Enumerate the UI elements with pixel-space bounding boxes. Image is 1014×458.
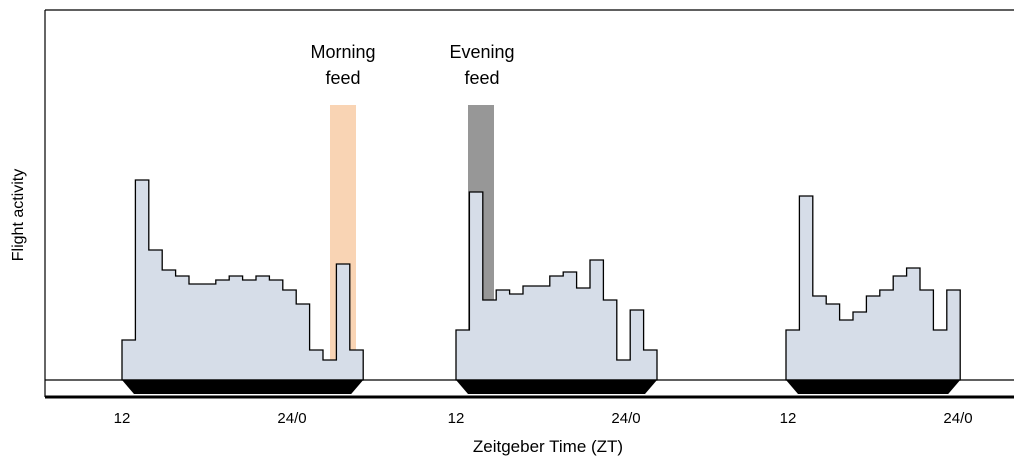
histogram-bin-3-8 bbox=[880, 290, 893, 380]
x-tick-label-1: 12 bbox=[114, 410, 131, 427]
histogram-bin-3-11 bbox=[920, 290, 933, 380]
histogram-bin-3-12 bbox=[933, 330, 946, 380]
x-tick-labels: 12 24/0 12 24/0 12 24/0 bbox=[114, 410, 973, 427]
histogram-bin-3-13 bbox=[947, 290, 960, 380]
night-bars bbox=[122, 380, 961, 394]
histogram-bin-1-11 bbox=[256, 276, 269, 380]
histogram-bin-1-15 bbox=[310, 350, 323, 380]
histogram-bin-1-8 bbox=[216, 280, 229, 380]
histogram-bin-2-11 bbox=[590, 260, 603, 380]
histogram-bin-2-2 bbox=[469, 192, 482, 380]
activity-histograms bbox=[121, 179, 961, 381]
histogram-bin-2-14 bbox=[630, 310, 643, 380]
histogram-bin-2-5 bbox=[510, 294, 523, 380]
histogram-bin-2-12 bbox=[603, 300, 616, 380]
histogram-bin-2-13 bbox=[617, 360, 630, 380]
activity-histogram-1 bbox=[121, 179, 364, 381]
histogram-bin-2-1 bbox=[456, 330, 469, 380]
night-bar-1 bbox=[122, 380, 364, 394]
histogram-bin-3-6 bbox=[853, 312, 866, 380]
histogram-bin-1-14 bbox=[296, 304, 309, 380]
histogram-bin-2-9 bbox=[563, 272, 576, 380]
evening-feed-label-line-2: feed bbox=[464, 68, 499, 88]
morning-feed-label-line-1: Morning bbox=[310, 42, 375, 62]
x-tick-label-3: 12 bbox=[448, 410, 465, 427]
activity-histogram-2 bbox=[455, 191, 658, 381]
histogram-bin-2-4 bbox=[496, 290, 509, 380]
evening-feed-label-line-1: Evening bbox=[449, 42, 514, 62]
x-tick-label-6: 24/0 bbox=[943, 410, 972, 427]
activity-histogram-3 bbox=[785, 195, 961, 381]
histogram-bin-1-7 bbox=[202, 284, 215, 380]
histogram-bin-2-8 bbox=[550, 276, 563, 380]
night-bar-2 bbox=[456, 380, 657, 394]
histogram-bin-3-4 bbox=[826, 304, 839, 380]
histogram-bin-2-7 bbox=[536, 286, 549, 380]
histogram-bin-3-5 bbox=[840, 320, 853, 380]
histogram-bin-3-3 bbox=[813, 296, 826, 380]
histogram-bin-1-4 bbox=[162, 270, 175, 380]
x-tick-label-2: 24/0 bbox=[277, 410, 306, 427]
histogram-bin-1-3 bbox=[149, 250, 162, 380]
morning-feed-label-line-2: feed bbox=[325, 68, 360, 88]
night-bar-3 bbox=[786, 380, 961, 394]
annotations: Morning feed Evening feed bbox=[310, 42, 514, 88]
x-tick-label-4: 24/0 bbox=[611, 410, 640, 427]
histogram-bin-2-10 bbox=[577, 288, 590, 380]
histogram-bin-1-16 bbox=[323, 360, 336, 380]
histogram-bin-3-9 bbox=[893, 276, 906, 380]
histogram-bin-1-18 bbox=[350, 350, 363, 380]
histogram-bin-1-2 bbox=[135, 180, 148, 380]
histogram-bin-3-2 bbox=[799, 196, 812, 380]
histogram-bin-1-12 bbox=[269, 280, 282, 380]
x-axis-label: Zeitgeber Time (ZT) bbox=[473, 437, 623, 456]
y-axis-label: Flight activity bbox=[10, 169, 27, 261]
histogram-bin-1-10 bbox=[243, 280, 256, 380]
histogram-bin-3-7 bbox=[866, 296, 879, 380]
x-tick-label-5: 12 bbox=[780, 410, 797, 427]
histogram-bin-1-17 bbox=[336, 264, 349, 380]
histogram-bin-3-1 bbox=[786, 330, 799, 380]
histogram-bin-2-3 bbox=[483, 300, 496, 380]
histogram-bin-1-1 bbox=[122, 340, 135, 380]
axes bbox=[44, 9, 1014, 399]
histogram-bin-2-6 bbox=[523, 286, 536, 380]
histogram-bin-1-13 bbox=[283, 290, 296, 380]
histogram-bin-2-15 bbox=[644, 350, 657, 380]
histogram-bin-1-9 bbox=[229, 276, 242, 380]
histogram-bin-1-6 bbox=[189, 284, 202, 380]
histogram-bin-1-5 bbox=[176, 276, 189, 380]
histogram-bin-3-10 bbox=[907, 268, 920, 380]
